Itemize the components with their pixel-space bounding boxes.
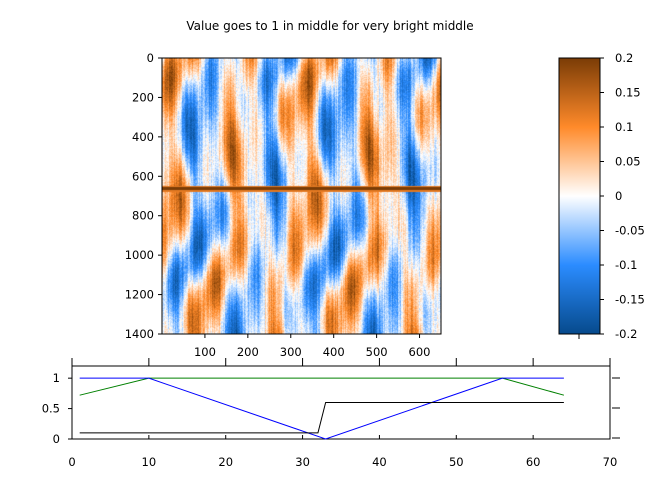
colorbar-tick-label: 0.15 [615,86,641,100]
line-x-tick-label: 60 [526,455,541,469]
heatmap-image [162,58,441,334]
line-x-tick-label: 0 [68,455,75,469]
colorbar-tick-label: -0.2 [615,327,637,341]
heatmap-x-tick-label: 500 [366,345,388,359]
colorbar-tick-label: 0.1 [615,120,633,134]
line-plot-frame [71,365,611,440]
line-panel: 0 10 20 30 40 50 60 70 00.51 [42,358,620,469]
colorbar-axis: 0.2 0.15 0.1 0.05 0 -0.05 -0.1 -0.15 -0.2 [578,51,645,341]
heatmap-frame [161,57,442,335]
line-series [79,377,564,440]
heatmap-y-tick-label: 800 [132,209,154,223]
line-y-tick-label: 0 [53,432,60,446]
heatmap-x-tick-label: 200 [237,345,259,359]
line-y-tick-label: 0.5 [42,402,60,416]
line-series [79,402,564,434]
heatmap-y-tick-label: 1200 [125,288,154,302]
line-x-tick-label: 30 [295,455,310,469]
heatmap-y-tick-label: 0 [147,51,154,65]
heatmap-x-axis: 100 200 300 400 500 600 [194,334,431,359]
colorbar-tick-label: 0.2 [615,51,633,65]
heatmap-x-tick-label: 600 [409,345,431,359]
line-x-tick-label: 40 [372,455,387,469]
heatmap-y-tick-label: 1000 [125,248,154,262]
colorbar-gradient [558,57,601,335]
heatmap-x-tick-label: 100 [194,345,216,359]
heatmap-y-tick-label: 1400 [125,327,154,341]
colorbar-tick-label: -0.1 [615,258,637,272]
heatmap-x-tick-label: 400 [323,345,345,359]
colorbar-tick-label: 0 [615,189,622,203]
line-x-tick-label: 50 [449,455,464,469]
heatmap-y-axis: 0 200 400 600 800 1000 1200 1400 [125,51,162,341]
line-right-tick-marks [612,377,620,439]
line-x-tick-label: 10 [142,455,157,469]
heatmap-y-tick-label: 600 [132,169,154,183]
line-x-tick-label: 70 [603,455,618,469]
heatmap-panel: 100 200 300 400 500 600 0 200 400 600 800 1000 1200… [125,51,442,359]
heatmap-image-holder [162,58,441,334]
heatmap-x-tick-label: 300 [280,345,302,359]
line-y-axis: 00.51 [42,371,72,446]
heatmap-y-tick-label: 200 [132,90,154,104]
colorbar-tick-label: 0.05 [615,155,641,169]
line-y-tick-label: 1 [53,371,60,385]
figure-title: Value goes to 1 in middle for very brigh… [186,19,473,33]
line-series-group [79,377,565,440]
colorbar: 0.2 0.15 0.1 0.05 0 -0.05 -0.1 -0.15 -0.2 [558,51,645,341]
colorbar-tick-label: -0.05 [615,224,645,238]
heatmap-y-tick-label: 400 [132,130,154,144]
colorbar-tick-label: -0.15 [615,293,645,307]
line-x-axis: 0 10 20 30 40 50 60 70 [68,358,617,469]
line-x-tick-label: 20 [218,455,233,469]
line-series [79,377,565,396]
